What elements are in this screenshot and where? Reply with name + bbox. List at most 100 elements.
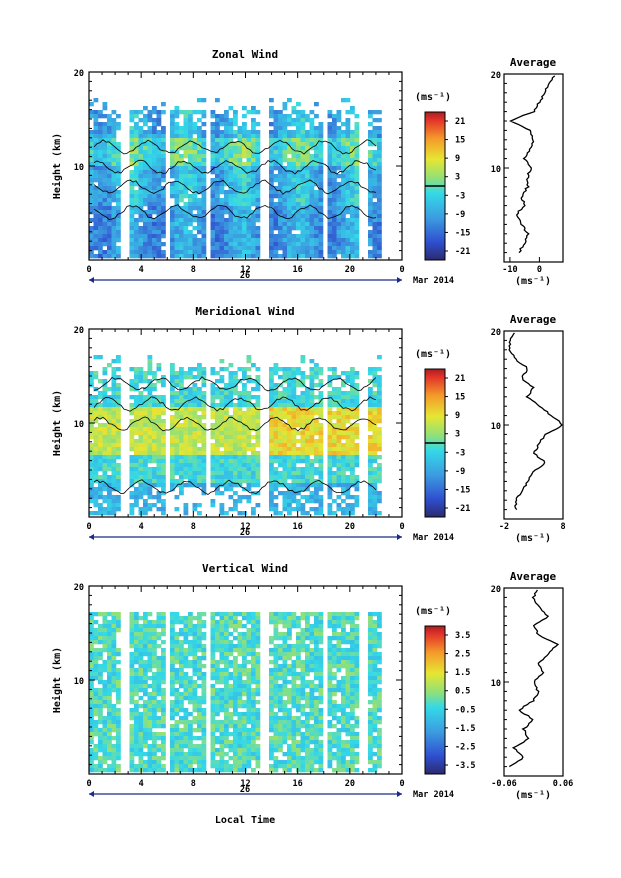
heatmap-cell (170, 387, 175, 391)
heatmap-cell (98, 130, 103, 134)
heatmap-cell (202, 756, 207, 760)
heatmap-cell (251, 471, 256, 475)
heatmap-cell (283, 118, 288, 122)
heatmap-cell (229, 190, 234, 194)
heatmap-cell (341, 250, 346, 254)
heatmap-cell (184, 463, 189, 467)
heatmap-cell (319, 150, 324, 154)
heatmap-cell (94, 246, 99, 250)
heatmap-cell (202, 712, 207, 716)
heatmap-cell (103, 218, 108, 222)
heatmap-cell (107, 676, 112, 680)
heatmap-cell (301, 162, 306, 166)
heatmap-cell (139, 218, 144, 222)
heatmap-cell (211, 463, 216, 467)
heatmap-cell (170, 419, 175, 423)
heatmap-cell (94, 720, 99, 724)
heatmap-cell (215, 138, 220, 142)
heatmap-cell (224, 640, 229, 644)
heatmap-cell (98, 756, 103, 760)
heatmap-cell (238, 158, 243, 162)
heatmap-cell (292, 467, 297, 471)
heatmap-cell (233, 246, 238, 250)
heatmap-cell (305, 395, 310, 399)
heatmap-cell (157, 744, 162, 748)
heatmap-cell (287, 118, 292, 122)
heatmap-cell (148, 238, 153, 242)
heatmap-cell (220, 134, 225, 138)
heatmap-cell (103, 391, 108, 395)
average-profile-line (509, 333, 562, 510)
heatmap-cell (296, 439, 301, 443)
heatmap-cell (319, 126, 324, 130)
heatmap-cell (107, 407, 112, 411)
heatmap-cell (305, 250, 310, 254)
heatmap-cell (94, 126, 99, 130)
heatmap-cell (112, 483, 117, 487)
heatmap-cell (130, 250, 135, 254)
heatmap-cell (242, 387, 247, 391)
heatmap-cell (197, 238, 202, 242)
heatmap-cell (170, 624, 175, 628)
heatmap-cell (184, 636, 189, 640)
heatmap-cell (256, 194, 261, 198)
heatmap-cell (278, 194, 283, 198)
heatmap-cell (184, 652, 189, 656)
heatmap-cell (170, 656, 175, 660)
heatmap-cell (130, 764, 135, 768)
heatmap-cell (238, 174, 243, 178)
heatmap-cell (229, 391, 234, 395)
heatmap-cell (377, 146, 382, 150)
heatmap-cell (103, 507, 108, 511)
heatmap-cell (269, 178, 274, 182)
heatmap-cell (134, 740, 139, 744)
heatmap-cell (350, 254, 355, 258)
heatmap-cell (139, 728, 144, 732)
heatmap-cell (283, 210, 288, 214)
heatmap-cell (130, 459, 135, 463)
heatmap-cell (170, 764, 175, 768)
heatmap-cell (184, 242, 189, 246)
heatmap-cell (211, 688, 216, 692)
x-tick-label: 4 (139, 522, 144, 532)
heatmap-cell (319, 242, 324, 246)
heatmap-cell (355, 503, 360, 507)
heatmap-cell (287, 162, 292, 166)
heatmap-cell (346, 483, 351, 487)
heatmap-cell (116, 471, 121, 475)
heatmap-cell (130, 395, 135, 399)
heatmap-cell (184, 407, 189, 411)
heatmap-cell (134, 728, 139, 732)
heatmap-cell (220, 158, 225, 162)
heatmap-cell (193, 664, 198, 668)
heatmap-cell (139, 250, 144, 254)
heatmap-cell (229, 226, 234, 230)
heatmap-cell (332, 471, 337, 475)
heatmap-cell (179, 186, 184, 190)
heatmap-cell (188, 427, 193, 431)
heatmap-cell (184, 664, 189, 668)
heatmap-cell (175, 142, 180, 146)
heatmap-cell (368, 202, 373, 206)
heatmap-cell (373, 230, 378, 234)
heatmap-cell (157, 459, 162, 463)
heatmap-cell (202, 254, 207, 258)
heatmap-cell (179, 371, 184, 375)
heatmap-cell (157, 154, 162, 158)
heatmap-cell (346, 134, 351, 138)
heatmap-cell (152, 620, 157, 624)
heatmap-cell (188, 479, 193, 483)
heatmap-cell (112, 411, 117, 415)
heatmap-cell (152, 431, 157, 435)
heatmap-cell (211, 154, 216, 158)
heatmap-cell (143, 403, 148, 407)
heatmap-cell (103, 752, 108, 756)
heatmap-cell (94, 98, 99, 102)
heatmap-cell (197, 98, 202, 102)
heatmap-cell (224, 471, 229, 475)
heatmap-cell (251, 130, 256, 134)
heatmap-cell (193, 471, 198, 475)
heatmap-cell (175, 459, 180, 463)
heatmap-cell (247, 499, 252, 503)
heatmap-cell (251, 178, 256, 182)
